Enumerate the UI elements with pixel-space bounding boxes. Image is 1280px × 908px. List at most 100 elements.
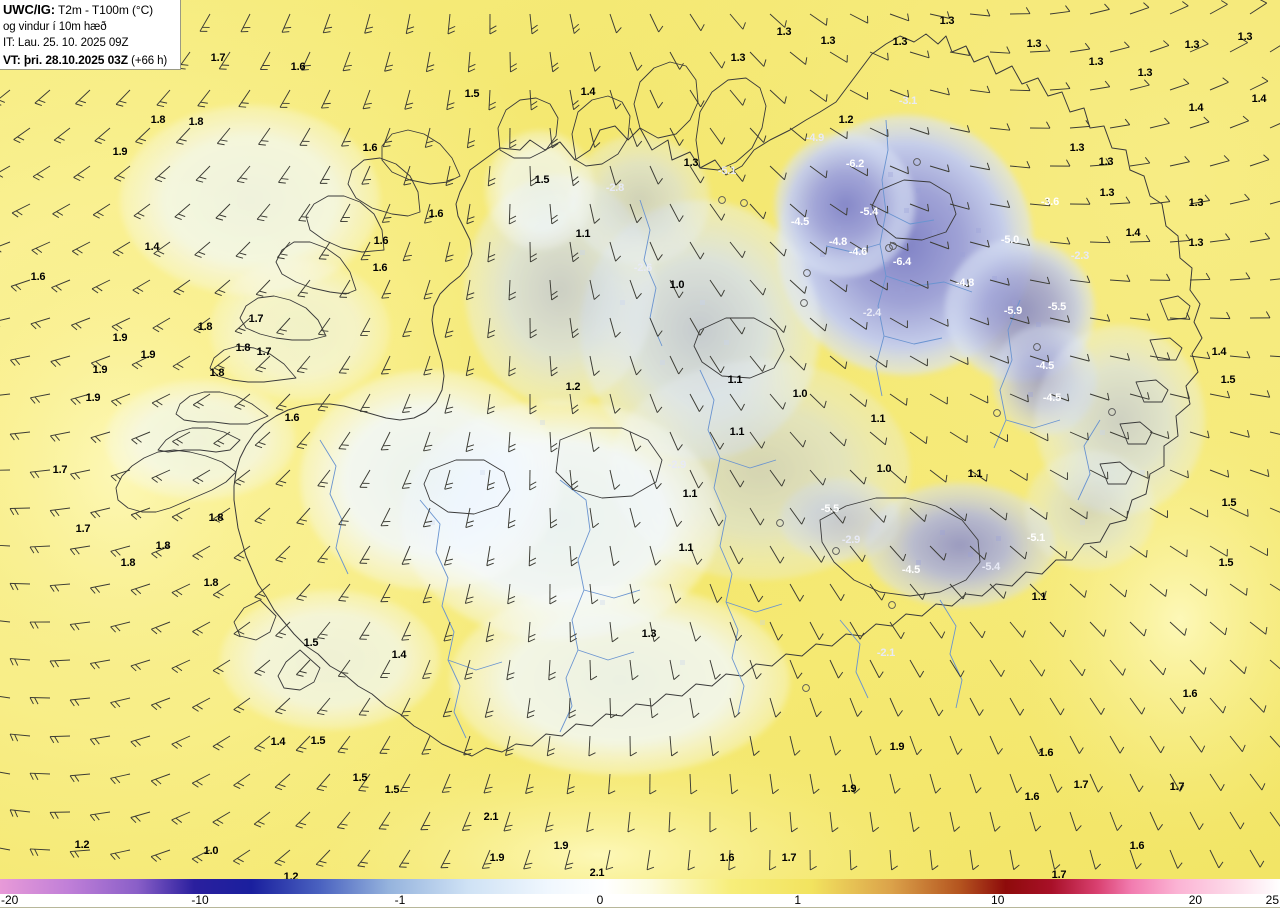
wind-barb [689,697,700,719]
wind-barb [629,735,637,757]
wind-barb [569,545,578,567]
wind-barb [1149,659,1167,676]
wind-barb [789,811,798,833]
wind-barb [689,89,705,108]
wind-barb [969,162,991,171]
temperature-field [105,105,1205,775]
wind-barb [544,811,554,832]
wind-barb [1189,194,1211,205]
wind-barb [50,431,71,442]
wind-barb [889,165,909,175]
wind-barb [1129,234,1151,243]
wind-barb [489,13,497,35]
wind-barb [869,811,880,833]
wind-barb [849,469,867,485]
wind-barb [949,583,967,600]
wind-barb [769,13,787,28]
wind-barb [193,317,211,334]
colorbar-tick: -10 [191,893,209,907]
wind-barb [199,13,211,32]
wind-barb [89,735,111,746]
wind-barb [709,507,724,527]
wind-barb [275,621,291,639]
wind-barb [1169,1,1189,15]
wind-barb [424,203,434,224]
wind-barb [569,393,579,415]
wind-barb [401,393,412,413]
wind-barb [9,733,31,742]
wind-barb [1209,390,1231,399]
wind-barb [669,507,683,528]
wind-barb [629,431,642,452]
wind-barb [336,811,351,830]
wind-barb [829,735,842,756]
wind-barb [569,317,579,339]
wind-barb [1089,235,1111,244]
wind-barb [564,849,574,870]
wind-barb [729,773,739,795]
wind-barb [233,621,251,638]
colorbar-gradient[interactable] [0,879,1280,894]
wind-barb [1049,5,1071,15]
map-canvas[interactable]: 1.7 1.6 1.5 1.4 1.3 1.3 1.3 1.3 1.3 1.3 1.3 1.3 1.3 1… [0,0,1280,879]
wind-barb [1249,545,1269,557]
wind-barb [629,583,640,604]
wind-barb [1089,849,1101,870]
wind-barb [1049,773,1063,793]
wind-barb [216,127,231,146]
wind-barb [194,241,211,258]
wind-barb [274,849,291,866]
wind-barb [402,317,412,338]
wind-barb [1089,392,1110,401]
wind-barb [1229,272,1251,281]
wind-barb [1109,353,1131,361]
wind-barb [689,393,704,412]
wind-barb [769,241,787,257]
wind-barb [649,241,663,261]
wind-barb [259,51,271,70]
wind-barb [1069,431,1089,441]
wind-barb [508,279,517,301]
wind-barb [192,469,211,485]
wind-barb [649,393,663,413]
wind-barb [629,51,643,71]
wind-barb [646,849,655,871]
wind-barb [254,431,271,449]
wind-barb [769,621,783,641]
wind-barb [357,849,371,868]
wind-barb [130,507,151,520]
wind-barb [276,317,291,335]
wind-barb [358,773,371,792]
wind-barb [829,811,839,833]
wind-barb [849,545,866,562]
wind-barb [380,583,391,603]
wind-barb [528,545,537,567]
wind-barb [609,697,618,719]
wind-barb [1129,849,1142,870]
wind-barb [869,127,889,137]
wind-barb [749,659,762,680]
wind-barb [276,241,291,260]
wind-barb [507,507,516,529]
wind-barb [0,619,11,623]
wind-barb [218,51,231,70]
wind-barb [1269,277,1280,281]
wind-barb [485,621,495,643]
wind-barb [1069,583,1087,598]
wind-barb [111,317,131,332]
wind-barb [809,545,826,563]
wind-barb [889,545,907,562]
wind-barb [215,203,231,221]
wind-barb [709,431,725,450]
wind-barb [849,697,863,717]
wind-barb [1009,160,1031,169]
colorbar-tick: -1 [394,893,406,907]
wind-barb [135,127,151,145]
wind-barb [503,811,513,832]
wind-barb [909,811,920,833]
wind-barb [1069,42,1091,53]
wind-barb [442,697,453,718]
wind-barb [1069,811,1082,832]
wind-barb [30,317,51,330]
